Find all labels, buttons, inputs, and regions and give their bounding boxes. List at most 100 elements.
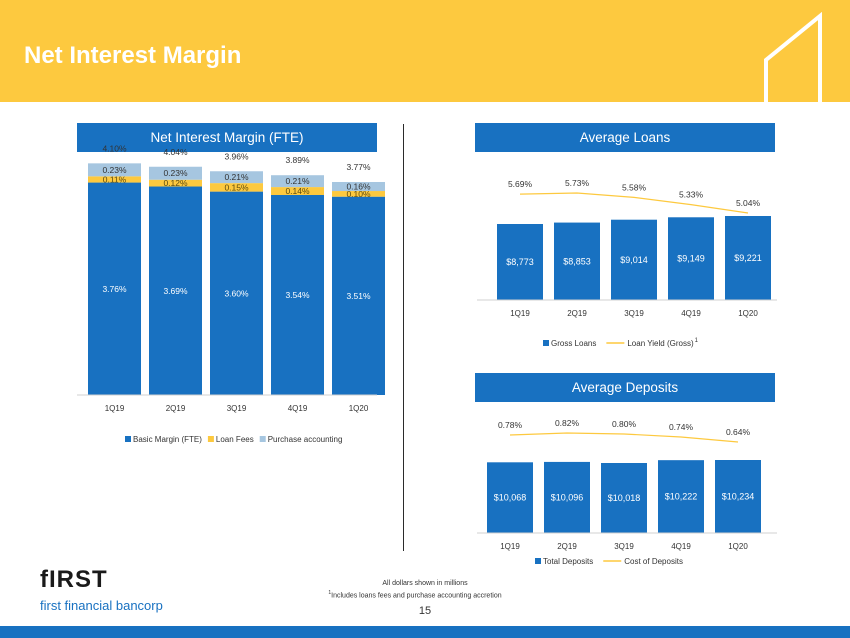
bar-label-1-1: 0.12% — [163, 178, 188, 188]
line-series — [509, 432, 739, 443]
house-outline-icon — [764, 12, 822, 102]
bar-label-0-3: 3.54% — [285, 290, 310, 300]
total-label-4: 3.77% — [346, 162, 371, 172]
x-tick-3: 4Q19 — [681, 309, 701, 318]
x-tick-0: 1Q19 — [105, 404, 125, 413]
footnote-dollars: All dollars shown in millions — [382, 580, 468, 587]
bar-2-3 — [271, 175, 324, 188]
bar-0-2 — [210, 191, 263, 395]
total-label-3: 3.89% — [285, 155, 310, 165]
bar-1-1 — [149, 179, 202, 187]
bar-label-4: $9,221 — [734, 253, 762, 263]
bottom-bar — [0, 626, 850, 638]
deposits-chart-title: Average Deposits — [475, 373, 775, 402]
legend-label-line: Loan Yield (Gross) — [627, 339, 694, 348]
total-label-1: 4.04% — [163, 147, 188, 157]
x-tick-4: 1Q20 — [349, 404, 369, 413]
line-label-1: 0.82% — [555, 418, 580, 428]
slide-title: Net Interest Margin — [24, 42, 242, 69]
legend-label-2: Purchase accounting — [268, 435, 343, 444]
bar-label-0-0: 3.76% — [102, 284, 127, 294]
line-label-4: 0.64% — [726, 427, 751, 437]
bar-2 — [601, 463, 647, 533]
title-banner: Net Interest Margin — [0, 0, 850, 102]
bar-label-2-0: 0.23% — [102, 165, 127, 175]
x-tick-3: 4Q19 — [671, 542, 691, 551]
legend-swatch-bars — [535, 558, 541, 564]
x-tick-0: 1Q19 — [500, 542, 520, 551]
bar-2-0 — [88, 163, 141, 177]
x-tick-2: 3Q19 — [614, 542, 634, 551]
legend-label-line: Cost of Deposits — [624, 557, 683, 566]
bar-label-2-2: 0.21% — [224, 172, 249, 182]
page-number: 15 — [418, 605, 432, 617]
bar-label-0-4: 3.51% — [346, 291, 371, 301]
line-label-4: 5.04% — [736, 198, 761, 208]
bar-label-2-3: 0.21% — [285, 176, 310, 186]
bar-1-0 — [88, 176, 141, 183]
legend-swatch-1 — [207, 436, 214, 442]
bar-label-2-4: 0.16% — [346, 182, 371, 192]
legend-label-1: Loan Fees — [216, 435, 254, 444]
bar-3 — [658, 460, 704, 533]
bar-1 — [554, 222, 600, 300]
legend-swatch-bars — [543, 340, 549, 346]
legend-label-superscript: 1 — [695, 338, 699, 344]
bar-0-4 — [332, 196, 385, 395]
line-series — [519, 192, 749, 214]
x-tick-1: 2Q19 — [567, 309, 587, 318]
bar-2-2 — [210, 171, 263, 184]
line-label-0: 0.78% — [498, 420, 523, 430]
company-logo: fIRST — [40, 566, 108, 593]
footnote-loan-yield-text: Includes loans fees and purchase account… — [331, 592, 502, 600]
total-label-2: 3.96% — [224, 151, 249, 161]
x-tick-1: 2Q19 — [166, 404, 186, 413]
x-tick-2: 3Q19 — [227, 404, 247, 413]
vertical-divider — [403, 124, 404, 551]
bar-label-1-2: 0.15% — [224, 182, 249, 192]
bar-4 — [715, 460, 761, 533]
bar-label-0-1: 3.69% — [163, 286, 188, 296]
bar-2 — [611, 219, 657, 300]
bar-1 — [544, 461, 590, 533]
bar-label-0-2: 3.60% — [224, 288, 249, 298]
x-tick-0: 1Q19 — [510, 309, 530, 318]
total-label-0: 4.10% — [102, 143, 127, 153]
footnote-loan-yield: 1Includes loans fees and purchase accoun… — [235, 590, 595, 599]
bar-label-1-3: 0.14% — [285, 186, 310, 196]
bar-label-1: $8,853 — [563, 256, 591, 266]
bar-2-1 — [149, 166, 202, 180]
line-label-3: 5.33% — [679, 190, 704, 200]
nim-chart-title: Net Interest Margin (FTE) — [77, 123, 377, 152]
bar-0-0 — [88, 182, 141, 395]
line-label-2: 5.58% — [622, 182, 647, 192]
legend-label-bars: Gross Loans — [551, 339, 596, 348]
x-tick-1: 2Q19 — [557, 542, 577, 551]
bar-0-1 — [149, 186, 202, 395]
x-tick-3: 4Q19 — [288, 404, 308, 413]
bar-label-2: $9,014 — [620, 255, 648, 265]
bar-1-3 — [271, 187, 324, 195]
bar-0 — [487, 462, 533, 533]
bar-1-4 — [332, 191, 385, 197]
bar-4 — [725, 216, 771, 300]
x-tick-4: 1Q20 — [728, 542, 748, 551]
line-label-1: 5.73% — [565, 178, 590, 188]
bar-label-3: $9,149 — [677, 254, 705, 264]
bar-label-2: $10,018 — [608, 493, 641, 503]
bar-0-3 — [271, 194, 324, 395]
deposits-chart: $10,068 1Q19 0.78% $10,096 2Q19 0.82% $10,018 3… — [477, 418, 777, 566]
line-label-0: 5.69% — [508, 179, 533, 189]
loans-chart: $8,773 1Q19 5.69% $8,853 2Q19 5.73% $9,014 3Q19… — [477, 178, 777, 348]
bar-label-1: $10,096 — [551, 492, 584, 502]
x-tick-4: 1Q20 — [738, 309, 758, 318]
legend-swatch-2 — [259, 436, 266, 442]
legend-swatch-0 — [125, 436, 131, 442]
bar-label-1-0: 0.11% — [103, 174, 127, 184]
bar-0 — [497, 224, 543, 300]
legend-label-bars: Total Deposits — [543, 557, 593, 566]
company-name: first financial bancorp — [40, 598, 163, 613]
x-tick-2: 3Q19 — [624, 309, 644, 318]
bar-2-4 — [332, 181, 385, 192]
legend-label-0: Basic Margin (FTE) — [133, 435, 202, 444]
